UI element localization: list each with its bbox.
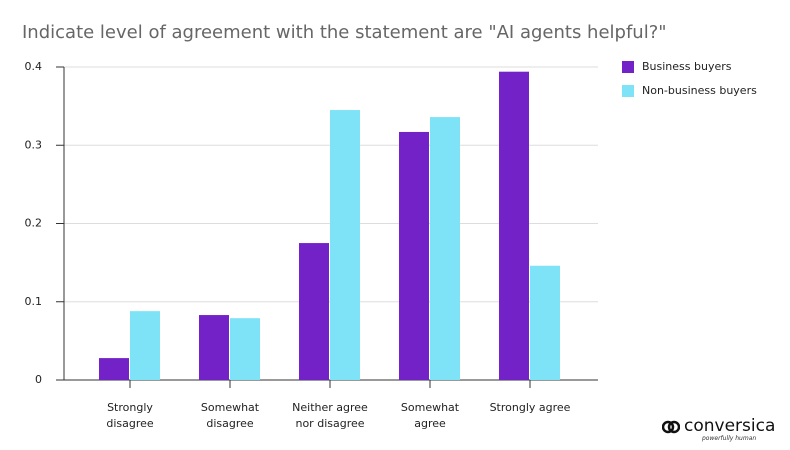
legend-swatch xyxy=(622,61,634,73)
x-tick-label: Somewhat agree xyxy=(400,401,460,430)
legend-swatch xyxy=(622,85,634,97)
y-tick-label: 0 xyxy=(35,373,42,386)
bar xyxy=(499,71,529,380)
bar xyxy=(530,265,560,380)
logo-icon xyxy=(662,420,680,433)
x-tick-label: Strongly agree xyxy=(489,401,571,414)
bar xyxy=(299,243,329,380)
bar xyxy=(330,110,360,380)
logo-text: conversica xyxy=(684,416,776,436)
bar xyxy=(399,131,429,380)
y-tick-label: 0.3 xyxy=(25,138,43,151)
x-tick-label: Strongly disagree xyxy=(106,401,154,430)
bar xyxy=(99,358,129,380)
bar xyxy=(430,117,460,380)
logo: conversica powerfully human xyxy=(662,418,775,442)
logo-name: conversica xyxy=(662,418,775,435)
bar xyxy=(130,311,160,380)
y-tick-label: 0.1 xyxy=(25,295,43,308)
bar xyxy=(199,315,229,380)
x-tick-label: Somewhat disagree xyxy=(200,401,260,430)
bar xyxy=(230,318,260,380)
chart-title: Indicate level of agreement with the sta… xyxy=(22,22,667,43)
x-tick-label: Neither agree nor disagree xyxy=(292,401,368,430)
y-tick-label: 0.4 xyxy=(25,60,43,73)
legend-label: Non-business buyers xyxy=(642,84,757,97)
logo-tagline: powerfully human xyxy=(702,435,757,442)
y-tick-label: 0.2 xyxy=(25,217,43,230)
legend-label: Business buyers xyxy=(642,60,732,73)
